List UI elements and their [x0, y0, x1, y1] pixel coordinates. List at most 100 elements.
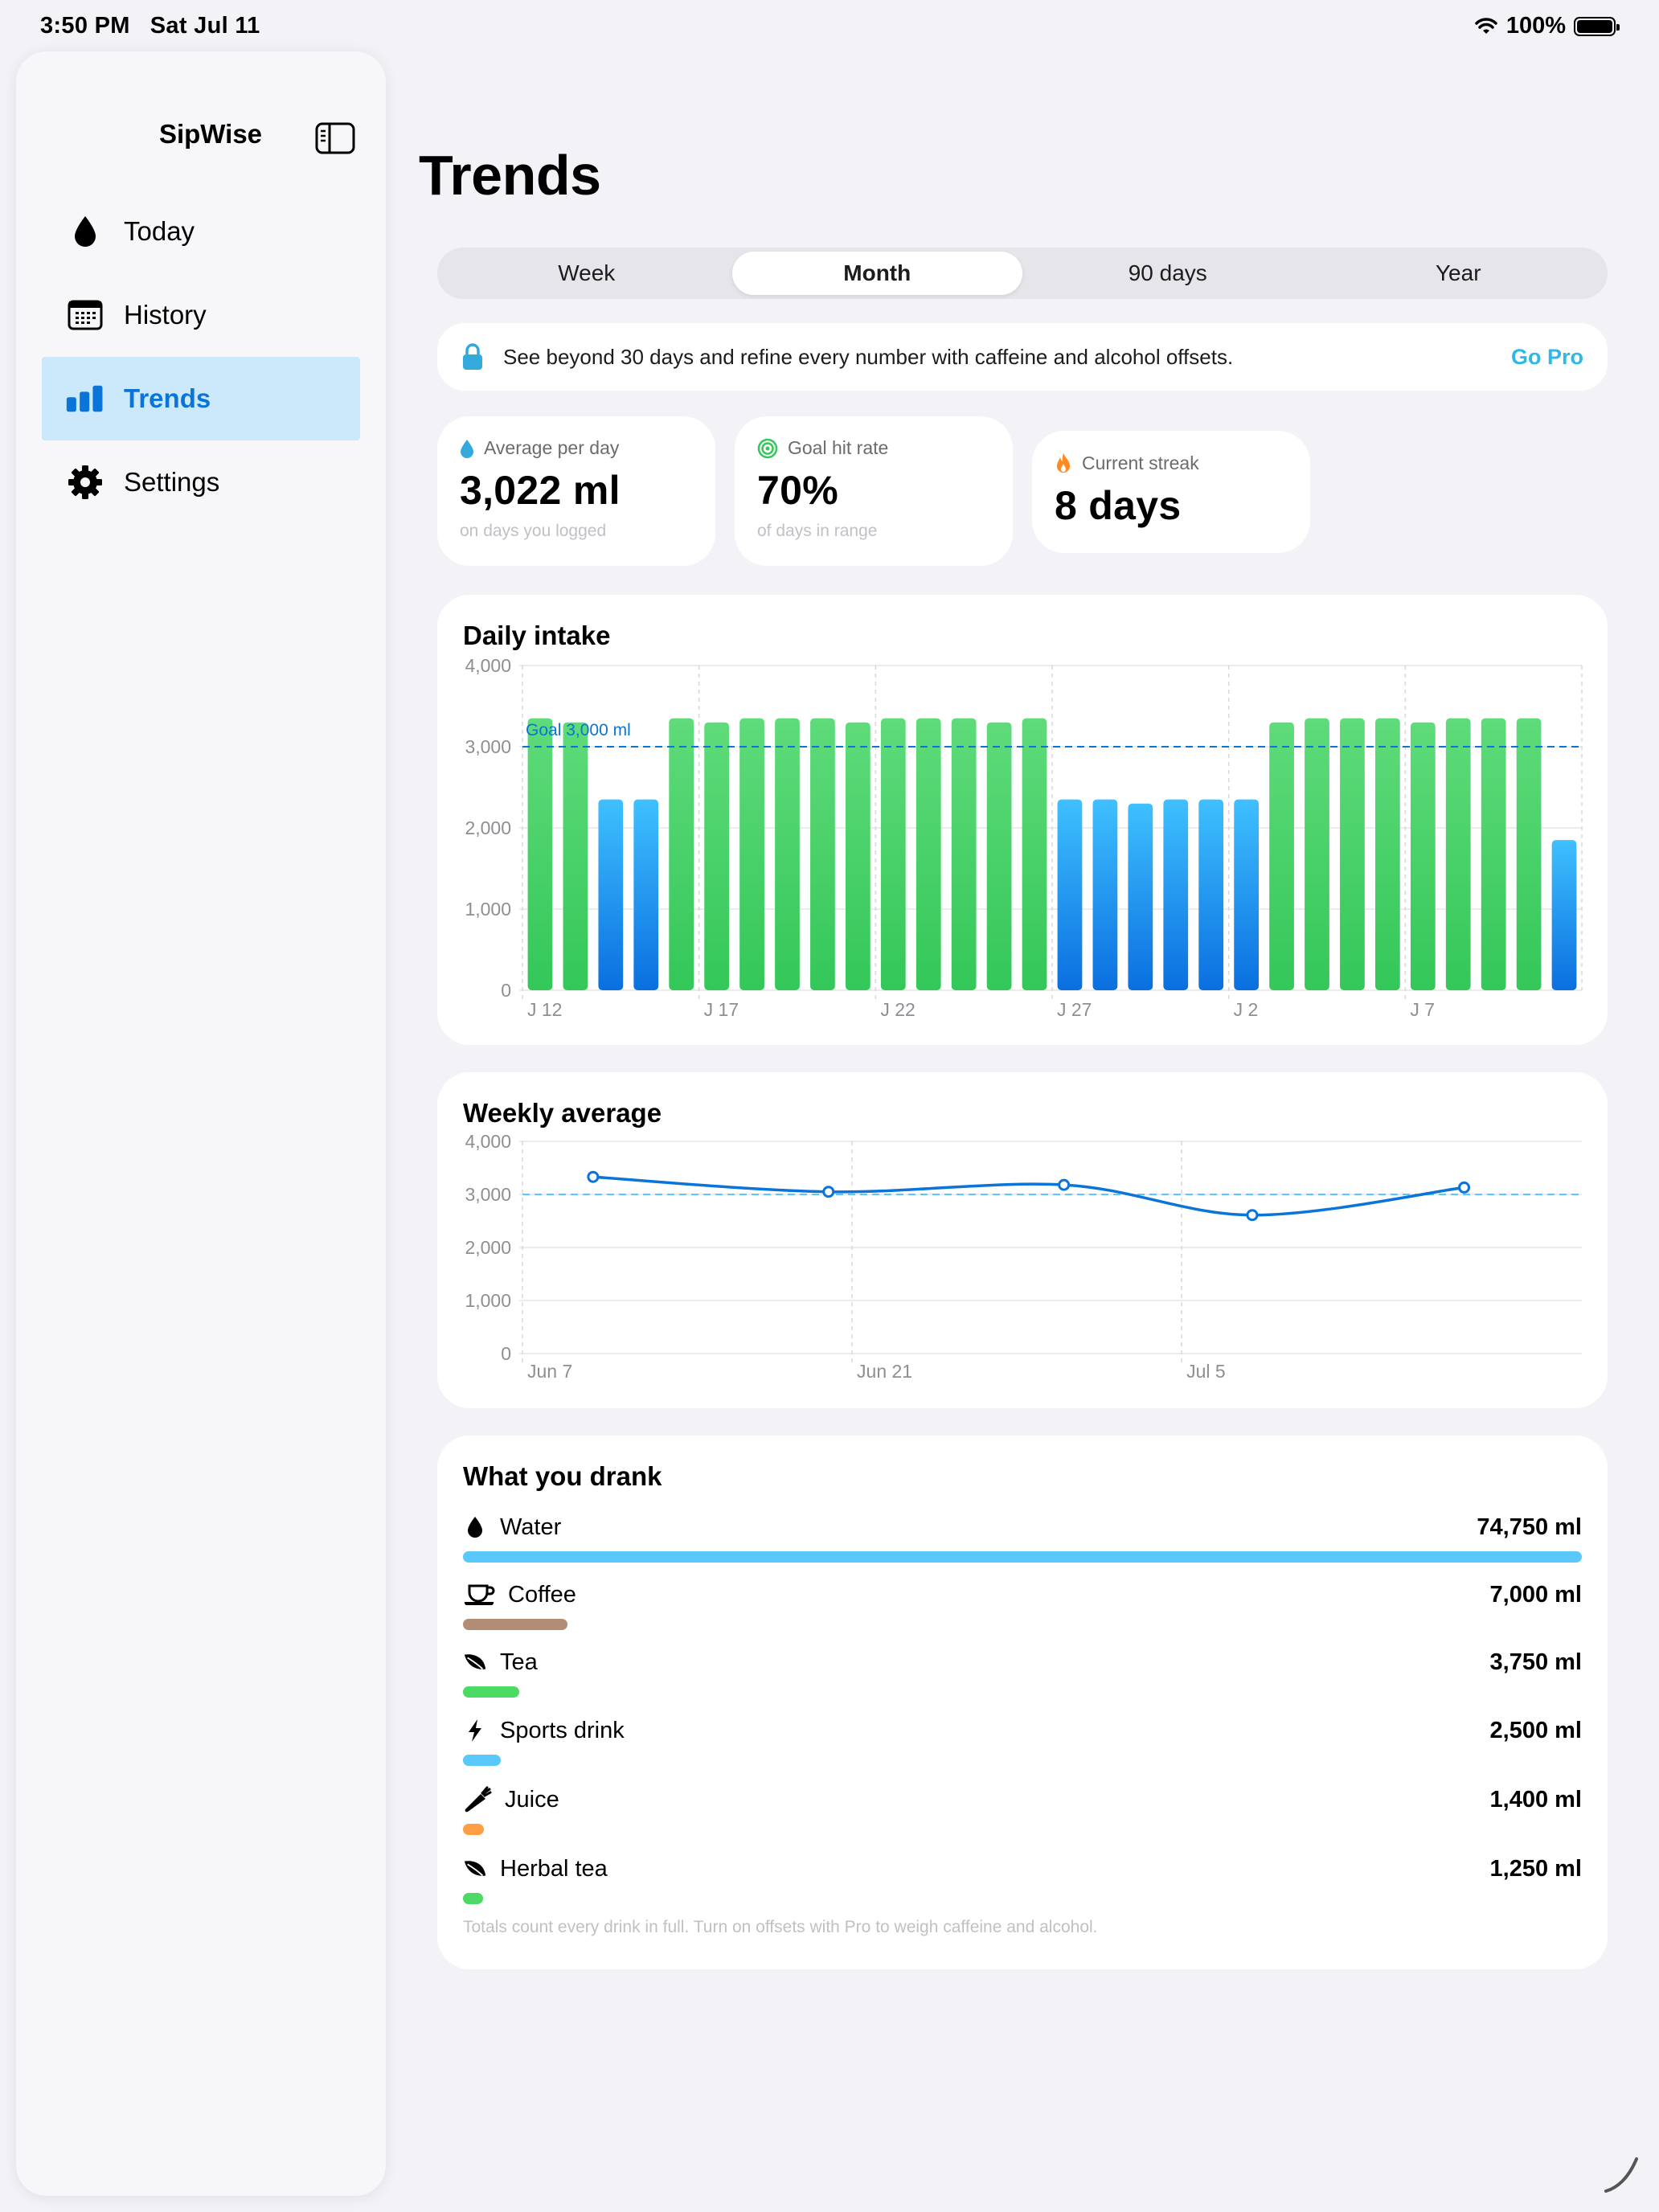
- x-tick-label: J 27: [1057, 999, 1092, 1020]
- daily-bar: [1057, 799, 1083, 990]
- x-tick-label: Jun 7: [527, 1361, 572, 1382]
- go-pro-button[interactable]: Go Pro: [1510, 344, 1583, 369]
- y-tick-label: 4,000: [465, 655, 511, 676]
- drink-name: Tea: [500, 1649, 538, 1675]
- sidebar-item-label: Trends: [124, 383, 211, 413]
- weekly-point: [1246, 1209, 1259, 1222]
- status-bar: 3:50 PM Sat Jul 11 100%: [0, 0, 1659, 51]
- stat-card-average: Average per day 3,022 ml on days you log…: [437, 416, 715, 566]
- drink-value: 3,750 ml: [1489, 1649, 1582, 1675]
- daily-bar: [1374, 718, 1400, 990]
- battery-percent: 100%: [1505, 13, 1566, 39]
- status-indicators: 100%: [1474, 13, 1620, 39]
- daily-bar: [951, 718, 977, 990]
- x-tick-label: J 7: [1410, 999, 1435, 1020]
- daily-bar: [1481, 718, 1506, 990]
- daily-bar: [704, 722, 730, 990]
- y-tick-label: 0: [501, 1343, 511, 1364]
- pro-banner-text: See beyond 30 days and refine every numb…: [503, 344, 1234, 369]
- sidebar-item-label: History: [124, 300, 207, 330]
- daily-bar: [1128, 803, 1153, 990]
- daily-bar: [1198, 799, 1224, 990]
- daily-bar: [1551, 840, 1577, 990]
- range-tab-week[interactable]: Week: [558, 260, 616, 285]
- drop-icon: [461, 439, 473, 458]
- stat-value: 8 days: [1055, 483, 1182, 528]
- drop-icon: [66, 212, 104, 251]
- battery-icon: [1574, 16, 1620, 36]
- daily-bar: [527, 718, 553, 990]
- drinks-card: What you drank Water 74,750 ml: [437, 1436, 1608, 1969]
- card-title: Weekly average: [463, 1098, 662, 1128]
- drink-value: 7,000 ml: [1489, 1581, 1582, 1608]
- daily-intake-card: Daily intake Goal 3,000 ml 4,000 3,000 2,0…: [437, 595, 1608, 1045]
- y-tick-label: 3,000: [465, 1184, 511, 1205]
- range-tab-month[interactable]: Month: [731, 252, 1022, 295]
- daily-bar: [1269, 722, 1294, 990]
- drink-bar: [463, 1893, 484, 1904]
- drink-name: Water: [500, 1514, 562, 1540]
- drink-bar: [463, 1551, 1582, 1563]
- drink-row-coffee: Coffee 7,000 ml: [463, 1579, 1582, 1630]
- sidebar: SipWise Today: [16, 51, 386, 2196]
- stat-label: Goal hit rate: [757, 437, 990, 459]
- daily-bar: [1234, 799, 1260, 990]
- x-tick-label: J 12: [527, 999, 562, 1020]
- drink-bar: [463, 1686, 519, 1698]
- drink-value: 1,400 ml: [1489, 1786, 1582, 1813]
- page-title: Trends: [419, 144, 601, 207]
- drink-row-herbal-tea: Herbal tea 1,250 ml: [463, 1853, 1582, 1904]
- gear-icon: [66, 463, 104, 502]
- weekly-point: [1458, 1181, 1471, 1194]
- x-tick-label: Jul 5: [1186, 1361, 1226, 1382]
- range-segmented-control: Week Month 90 days Year: [437, 248, 1608, 299]
- daily-bar: [563, 722, 588, 990]
- daily-bar: [739, 718, 764, 990]
- status-time: 3:50 PM Sat Jul 11: [40, 13, 260, 39]
- drop-icon: [463, 1515, 487, 1539]
- drink-name: Coffee: [508, 1581, 576, 1608]
- drink-name: Sports drink: [500, 1717, 625, 1743]
- goal-label: Goal 3,000 ml: [526, 721, 631, 739]
- leaf-icon: [463, 1857, 487, 1881]
- x-tick-label: J 17: [704, 999, 739, 1020]
- app-name: SipWise: [158, 119, 263, 149]
- daily-bar: [598, 799, 624, 990]
- daily-bar: [845, 722, 870, 990]
- drink-value: 1,250 ml: [1489, 1855, 1582, 1882]
- flame-icon: [1057, 453, 1070, 473]
- daily-bar: [1163, 799, 1189, 990]
- stat-sub: of days in range: [757, 522, 878, 540]
- y-tick-label: 4,000: [465, 1131, 511, 1152]
- y-tick-label: 1,000: [465, 1290, 511, 1311]
- daily-bar: [880, 718, 906, 990]
- range-tab-90-days[interactable]: 90 days: [1128, 260, 1207, 285]
- sidebar-toggle-icon[interactable]: [315, 122, 355, 154]
- y-tick-label: 1,000: [465, 899, 511, 920]
- sidebar-item-settings[interactable]: Settings: [42, 440, 360, 524]
- x-tick-label: Jun 21: [857, 1361, 912, 1382]
- daily-bar: [633, 799, 659, 990]
- clock-time: 3:50 PM: [40, 13, 130, 39]
- sidebar-item-today[interactable]: Today: [42, 190, 360, 273]
- y-tick-label: 3,000: [465, 736, 511, 757]
- sidebar-item-history[interactable]: History: [42, 273, 360, 357]
- drink-bar: [463, 1755, 501, 1766]
- sidebar-item-trends[interactable]: Trends: [42, 357, 360, 440]
- weekly-average-chart: 4,000 3,000 2,000 1,000 0 Jun 7 Jun 21 Jul 5: [465, 1131, 1582, 1382]
- daily-bar: [1410, 722, 1436, 990]
- stat-label-text: Average per day: [484, 437, 620, 458]
- weekly-point: [587, 1170, 600, 1183]
- drink-row-juice: Juice 1,400 ml: [463, 1784, 1582, 1835]
- stat-value: 3,022 ml: [460, 468, 621, 513]
- y-tick-label: 2,000: [465, 817, 511, 838]
- daily-bar: [1516, 718, 1542, 990]
- stat-card-streak: Current streak 8 days: [1032, 431, 1310, 553]
- calendar-icon: [66, 296, 104, 334]
- stat-value: 70%: [757, 468, 838, 513]
- carrot-icon: [463, 1786, 492, 1813]
- chart-bar-icon: [66, 379, 104, 418]
- target-icon: [757, 438, 778, 458]
- range-tab-year[interactable]: Year: [1435, 260, 1481, 285]
- daily-bar: [986, 722, 1012, 990]
